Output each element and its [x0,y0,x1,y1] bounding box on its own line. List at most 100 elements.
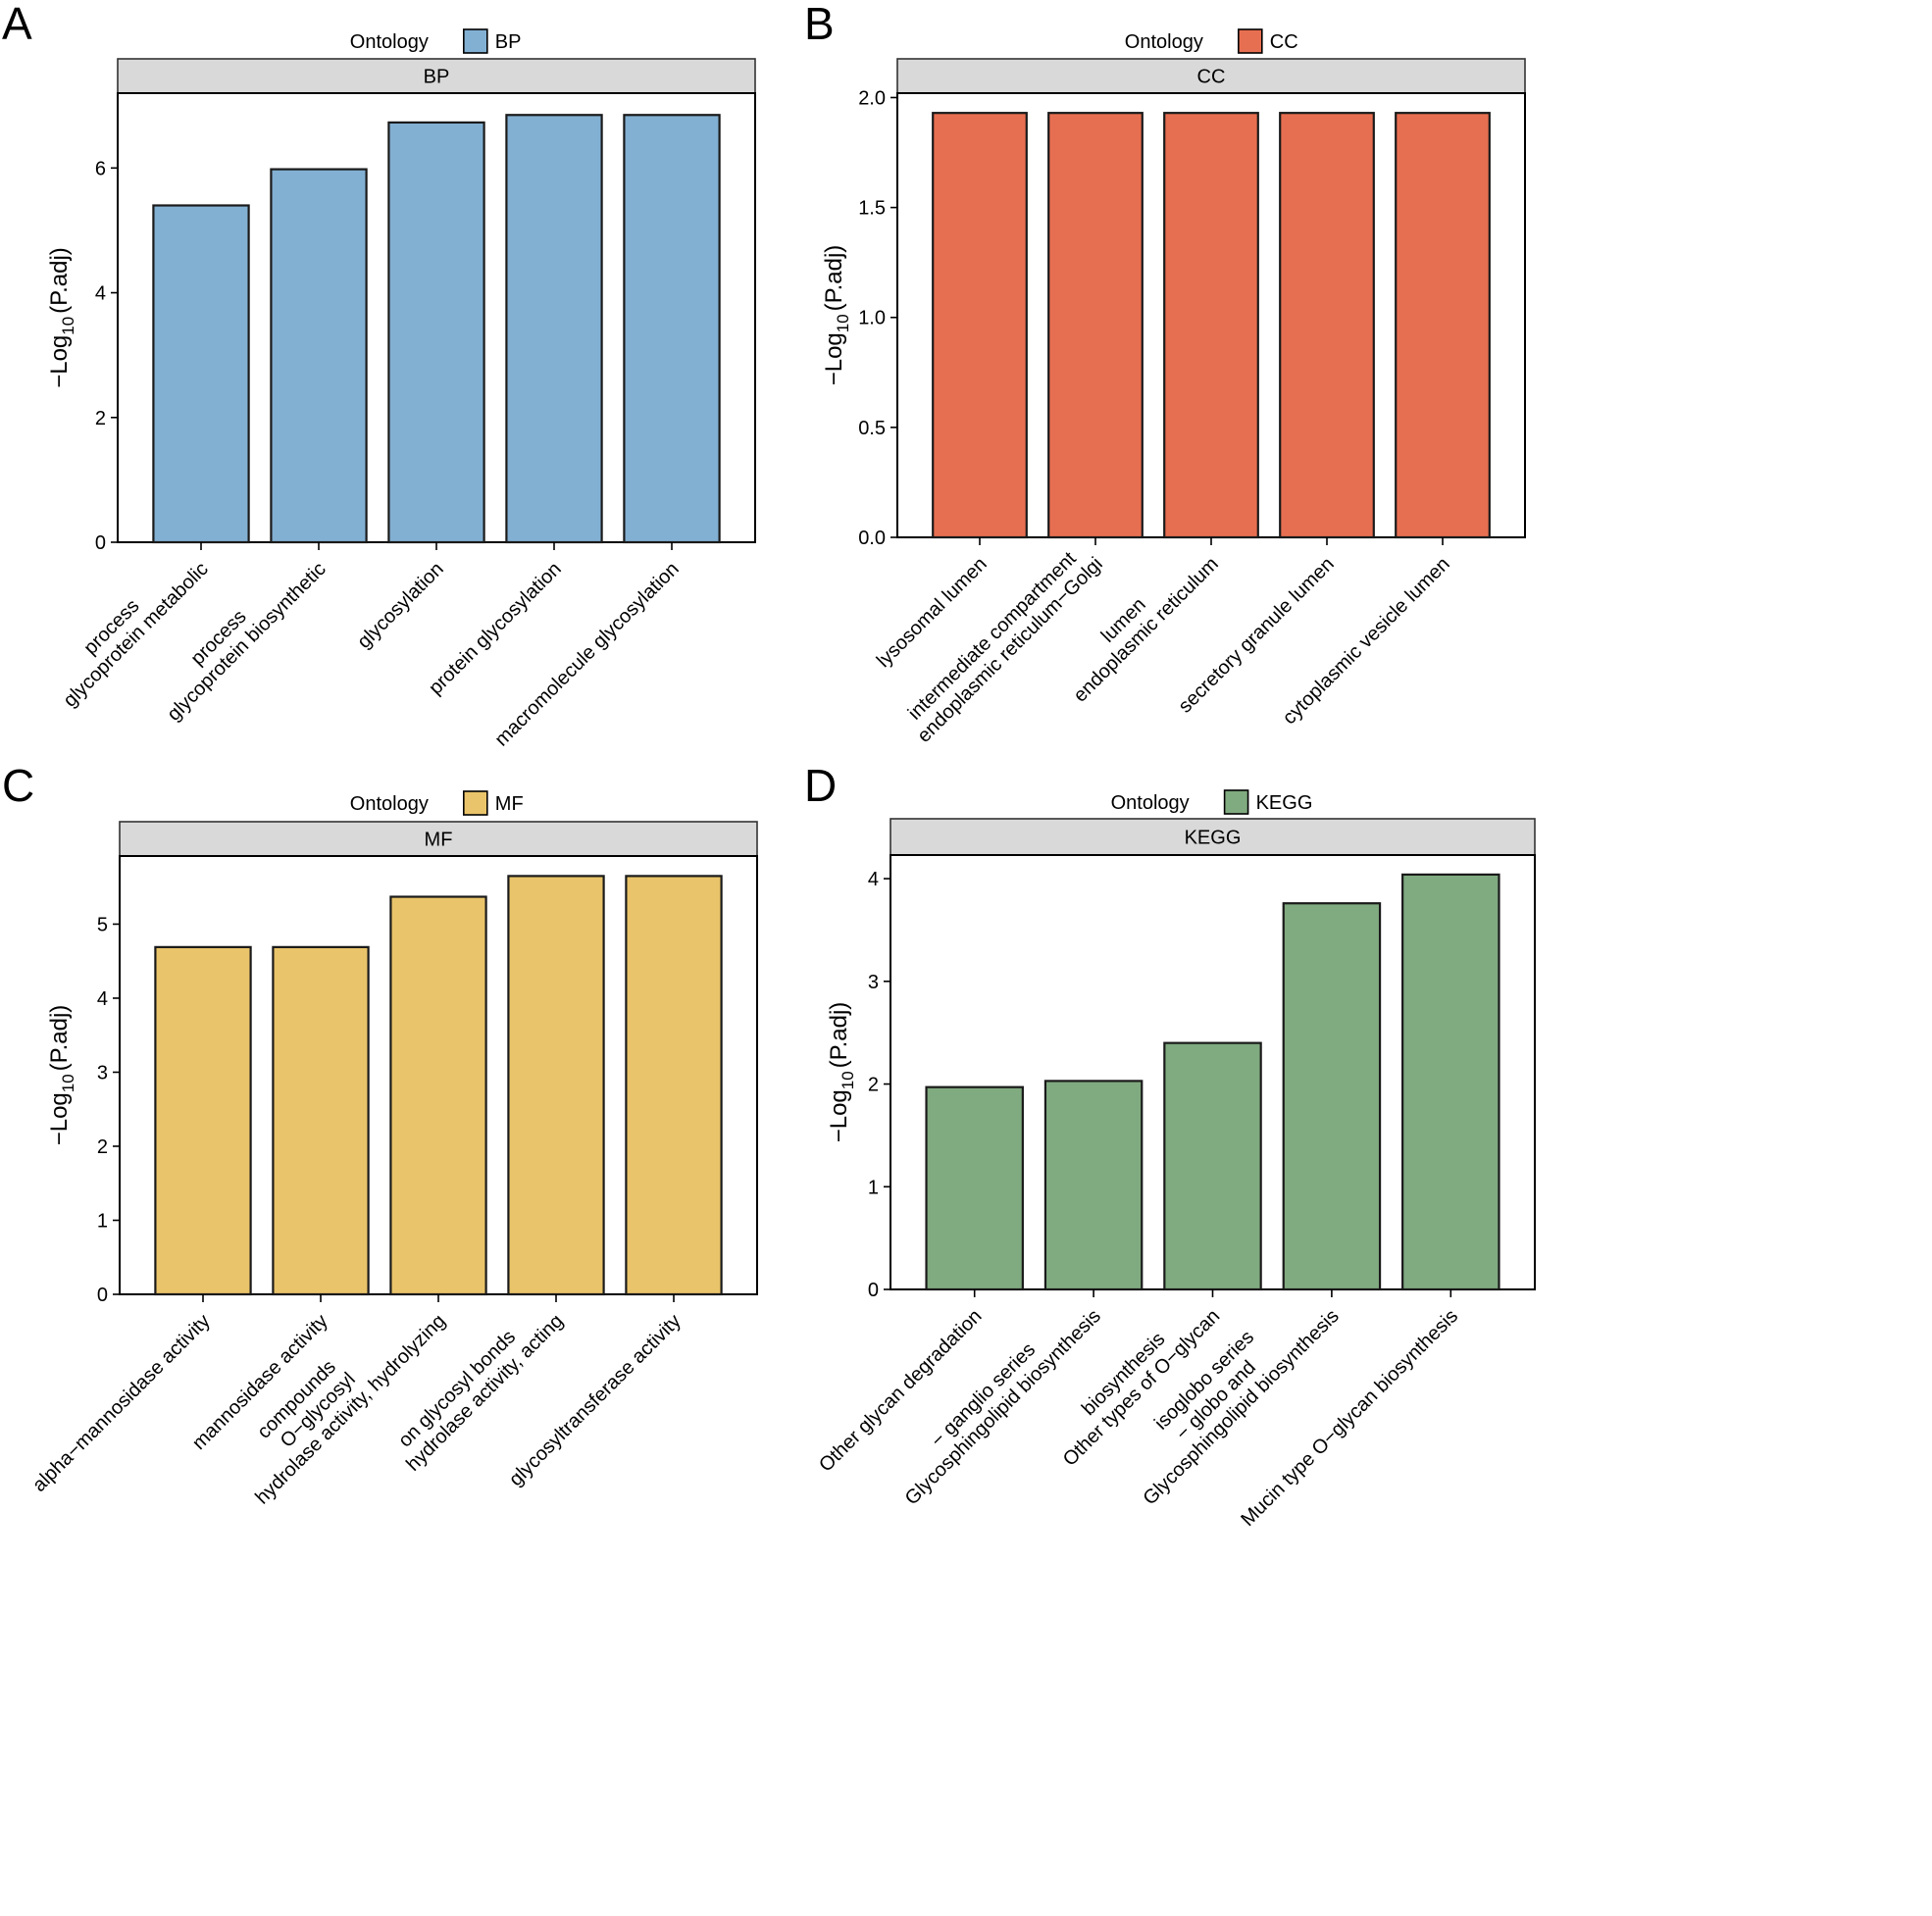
legend-title: Ontology [1111,792,1190,814]
y-axis-label: −Log10 (P.adj) [821,245,852,386]
x-category-label: endoplasmic reticulum−Golgiintermediate … [897,537,1107,747]
y-tick-label: 1 [97,1210,108,1232]
y-axis-label-subscript: 10 [839,1071,857,1089]
y-axis-label-suffix: (P.adj) [46,1005,73,1072]
y-tick-label: 0.5 [858,418,886,439]
x-category-label: macromolecule glycosylation [490,558,683,750]
bar [1282,902,1382,1291]
x-category-label-line: alpha−mannosidase activity [28,1310,215,1496]
x-category-label: Mucin type O−glycan biosynthesis [1237,1305,1462,1531]
y-tick-label: 2 [868,1075,879,1096]
facet-strip [896,58,1526,94]
legend-swatch [462,28,488,54]
legend-label: CC [1270,31,1298,53]
bar [152,204,250,544]
x-category-label-line: endoplasmic reticulum−Golgi [913,553,1107,747]
panel-a: A Ontology BP BP 0 2 4 6 −Log10 (P.adj) glycoprote… [2,0,756,751]
y-tick-label: 6 [95,158,106,179]
y-tick-label: 0 [95,532,106,554]
y-axis-label-subscript: 10 [834,314,852,332]
x-category-label-line: macromolecule glycosylation [490,558,683,750]
y-axis-label-suffix: (P.adj) [821,245,847,312]
y-tick-label: 4 [97,988,108,1010]
y-tick-label: 0 [868,1280,879,1301]
bar [272,945,370,1296]
y-axis-label-prefix: −Log [826,1089,852,1142]
bar [1279,112,1375,539]
bar [387,121,485,544]
legend-title: Ontology [350,793,429,815]
panel-d: D Ontology KEGGKEGG01234−Log10(P.adj)Other… [804,760,1536,1531]
bar [507,875,605,1296]
facet-strip-label: CC [1197,67,1226,88]
panel-letter: B [804,0,835,49]
y-axis-label: −Log10 (P.adj) [826,1002,857,1143]
y-axis-label-suffix: (P.adj) [46,247,73,314]
facet-strip-label: MF [425,830,453,851]
x-category-label-line: intermediate compartment [904,547,1081,724]
bar [154,945,252,1296]
y-tick-label: 5 [97,914,108,935]
bar [925,1085,1024,1291]
legend-label: MF [495,793,524,815]
y-tick-label: 4 [868,869,879,890]
panel-c: C Ontology MF MF 0 1 2 3 4 5 −Log10 (P.adj) alpha−ma… [2,760,758,1509]
bar [1047,112,1144,539]
x-category-label-line: glycosylation [353,558,448,653]
y-tick-label: 1 [868,1177,879,1198]
bar [623,114,721,544]
y-axis-label: −Log10 (P.adj) [46,1005,77,1146]
panel-letter: D [804,760,837,811]
x-category-label: alpha−mannosidase activity [28,1310,215,1496]
legend-title: Ontology [1125,31,1203,53]
y-tick-label: 2 [95,408,106,429]
y-axis-label-subscript: 10 [59,1074,77,1092]
bar [270,168,368,544]
y-tick-label: 0 [97,1285,108,1306]
y-tick-label: 2 [97,1136,108,1158]
x-category-label-line: Glycosphingolipid biosynthesis [901,1305,1105,1509]
bar [1395,112,1491,539]
legend-swatch [462,790,488,816]
x-category-label: glycosylation [353,558,448,653]
facet-strip-label: KEGG [1185,828,1242,849]
x-category-label: protein glycosylation [425,558,566,699]
bar [1043,1080,1144,1291]
bar [1163,112,1259,539]
x-category-label-line: protein glycosylation [425,558,566,699]
y-tick-label: 1.5 [858,198,886,220]
y-axis-label-suffix: (P.adj) [826,1002,852,1069]
y-tick-label: 0.0 [858,528,886,549]
panel-letter: C [2,760,34,811]
x-category-label: glycoprotein biosyntheticprocess [147,542,330,726]
legend-title: Ontology [350,31,429,53]
panel-letter: A [2,0,32,49]
facet-strip [117,58,756,94]
bar [389,895,487,1296]
bar [505,114,603,544]
panel-b: B Ontology CC CC 0.0 0.5 1.0 1.5 2.0 −Log10 (P.adj… [804,0,1526,747]
bar [625,875,723,1296]
y-axis-label-subscript: 10 [59,317,77,335]
x-category-label-line: Mucin type O−glycan biosynthesis [1237,1305,1462,1531]
y-tick-label: 3 [868,972,879,993]
legend-label: KEGG [1256,792,1313,814]
y-tick-label: 4 [95,283,106,305]
y-axis-label: −Log10 (P.adj) [46,247,77,388]
facet-strip [119,821,758,857]
y-tick-label: 3 [97,1062,108,1084]
bar [1163,1041,1262,1291]
y-axis-label-prefix: −Log [821,332,847,385]
y-axis-label-prefix: −Log [46,1092,73,1145]
y-tick-label: 1.0 [858,308,886,329]
bar [1401,873,1500,1291]
legend-swatch [1223,789,1249,815]
y-tick-label: 2.0 [858,87,886,109]
facet-strip-label: BP [424,67,450,88]
y-axis-label-prefix: −Log [46,335,73,388]
legend-swatch [1238,28,1263,54]
x-category-label: Glycosphingolipid biosynthesis− ganglio … [885,1289,1104,1509]
legend-label: BP [495,31,522,53]
bar [932,112,1028,539]
